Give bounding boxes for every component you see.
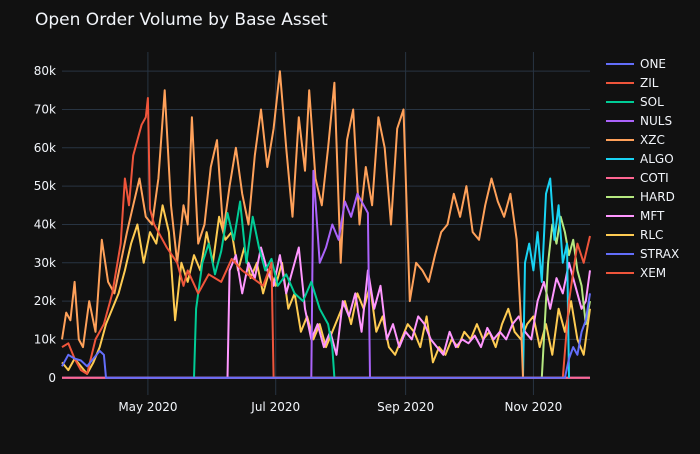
y-tick-label: 80k	[34, 64, 56, 78]
series-line-xzc	[61, 70, 524, 378]
legend-label: HARD	[640, 190, 675, 204]
legend-item-xzc[interactable]: XZC	[606, 133, 665, 147]
legend-item-xem[interactable]: XEM	[606, 266, 666, 280]
legend-label: NULS	[640, 114, 672, 128]
legend-label: ONE	[640, 57, 666, 71]
series-line-zil	[61, 97, 591, 379]
series-line-one	[61, 293, 591, 379]
y-tick-label: 50k	[34, 179, 56, 193]
legend-item-one[interactable]: ONE	[606, 57, 666, 71]
series-line-nuls	[310, 169, 371, 378]
y-tick-label: 0	[48, 371, 56, 385]
legend-item-nuls[interactable]: NULS	[606, 114, 672, 128]
legend-label: SOL	[640, 95, 664, 109]
series-line-sol	[193, 200, 336, 378]
legend-label: RLC	[640, 228, 663, 242]
legend-item-algo[interactable]: ALGO	[606, 152, 674, 166]
legend[interactable]: ONE ZIL SOL NULS XZC ALGO COTI HARD MFT RLC STRAX X…	[606, 57, 679, 280]
legend-item-mft[interactable]: MFT	[606, 209, 665, 223]
legend-item-hard[interactable]: HARD	[606, 190, 675, 204]
x-tick-label: Nov 2020	[505, 400, 563, 414]
y-tick-label: 10k	[34, 332, 56, 346]
legend-item-zil[interactable]: ZIL	[606, 76, 659, 90]
legend-label: XZC	[640, 133, 665, 147]
series-line-mft	[226, 246, 591, 378]
x-tick-label: Sep 2020	[377, 400, 434, 414]
legend-label: COTI	[640, 171, 669, 185]
series-line-hard	[540, 215, 591, 378]
legend-label: MFT	[640, 209, 665, 223]
x-tick-label: Jul 2020	[250, 400, 300, 414]
legend-item-rlc[interactable]: RLC	[606, 228, 663, 242]
series-line-algo	[522, 177, 570, 378]
x-tick-label: May 2020	[118, 400, 177, 414]
y-tick-label: 30k	[34, 256, 56, 270]
y-tick-label: 60k	[34, 141, 56, 155]
legend-label: XEM	[640, 266, 666, 280]
y-tick-label: 20k	[34, 294, 56, 308]
legend-label: STRAX	[640, 247, 679, 261]
y-axis: 0 10k 20k 30k 40k 50k 60k 70k 80k	[34, 64, 56, 385]
legend-item-strax[interactable]: STRAX	[606, 247, 679, 261]
y-tick-label: 40k	[34, 217, 56, 231]
chart-title: Open Order Volume by Base Asset	[35, 10, 328, 30]
x-axis: May 2020 Jul 2020 Sep 2020 Nov 2020	[118, 400, 562, 414]
legend-item-sol[interactable]: SOL	[606, 95, 664, 109]
legend-label: ALGO	[640, 152, 674, 166]
y-tick-label: 70k	[34, 102, 56, 116]
series-line-rlc	[61, 204, 591, 375]
series-layer	[61, 70, 591, 379]
legend-label: ZIL	[640, 76, 659, 90]
legend-item-coti[interactable]: COTI	[606, 171, 669, 185]
